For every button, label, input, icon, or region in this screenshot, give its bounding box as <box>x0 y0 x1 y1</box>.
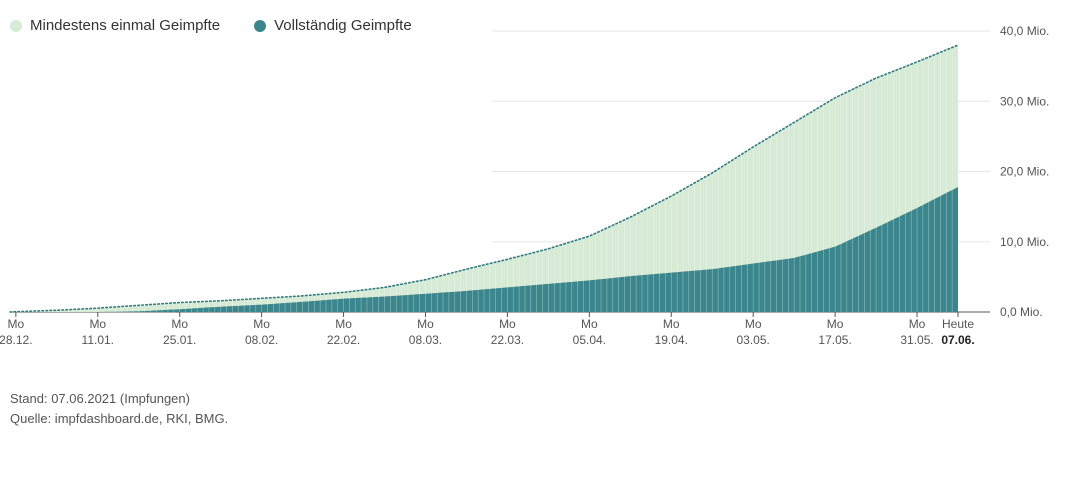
series-line-first-dose <box>9 44 959 313</box>
x-tick-day-label: Mo <box>8 317 25 331</box>
x-tick-day-label: Mo <box>745 317 762 331</box>
legend-swatch-full <box>254 19 267 32</box>
x-tick-date-label: 31.05. <box>900 333 933 347</box>
x-tick-day-label: Mo <box>663 317 680 331</box>
legend-swatch-first <box>10 19 22 32</box>
x-tick-date-label: 19.04. <box>655 333 688 347</box>
x-tick-day-label: Mo <box>335 317 352 331</box>
x-tick-day-label: Mo <box>827 317 844 331</box>
y-tick-label: 20,0 Mio. <box>1000 165 1049 179</box>
x-tick-day-label: Mo <box>499 317 516 331</box>
series-area-first-dose <box>10 45 958 313</box>
x-tick-date-label: 17.05. <box>818 333 851 347</box>
legend-item-first[interactable]: Mindestens einmal Geimpfte <box>10 17 220 34</box>
x-tick-day-label: Mo <box>253 317 270 331</box>
x-tick-date-label: 22.02. <box>327 333 360 347</box>
x-tick-date-label: 07.06. <box>941 333 974 347</box>
x-tick-day-label: Mo <box>909 317 926 331</box>
series-area-fully-vaccinated <box>10 186 958 312</box>
x-tick-day-label: Mo <box>581 317 598 331</box>
y-tick-label: 0,0 Mio. <box>1000 305 1043 319</box>
x-tick-day-label: Mo <box>89 317 106 331</box>
y-tick-label: 30,0 Mio. <box>1000 94 1049 108</box>
x-tick-date-label: 03.05. <box>736 333 769 347</box>
x-tick-date-label: 08.02. <box>245 333 278 347</box>
x-tick-date-label: 22.03. <box>491 333 524 347</box>
legend-item-full[interactable]: Vollständig Geimpfte <box>254 17 412 34</box>
y-tick-label: 40,0 Mio. <box>1000 24 1049 38</box>
source-text: Quelle: impfdashboard.de, RKI, BMG. <box>10 411 229 426</box>
x-tick-date-label: 08.03. <box>409 333 442 347</box>
x-tick-date-label: 05.04. <box>573 333 606 347</box>
x-tick-date-label: 25.01. <box>163 333 196 347</box>
chart-footer: Stand: 07.06.2021 (Impfungen) Quelle: im… <box>10 389 228 429</box>
legend-label-full: Vollständig Geimpfte <box>274 17 412 34</box>
chart-legend: Mindestens einmal Geimpfte Vollständig G… <box>10 17 446 34</box>
x-tick-date-label: 11.01. <box>82 333 114 347</box>
x-tick-date-label: 28.12. <box>0 333 33 347</box>
stand-text: Stand: 07.06.2021 (Impfungen) <box>10 391 190 406</box>
legend-label-first: Mindestens einmal Geimpfte <box>30 17 221 34</box>
x-tick-day-label: Mo <box>417 317 434 331</box>
x-tick-day-label: Heute <box>942 317 974 331</box>
daily-bar-separators <box>15 47 953 312</box>
y-tick-label: 10,0 Mio. <box>1000 235 1049 249</box>
x-tick-day-label: Mo <box>171 317 188 331</box>
